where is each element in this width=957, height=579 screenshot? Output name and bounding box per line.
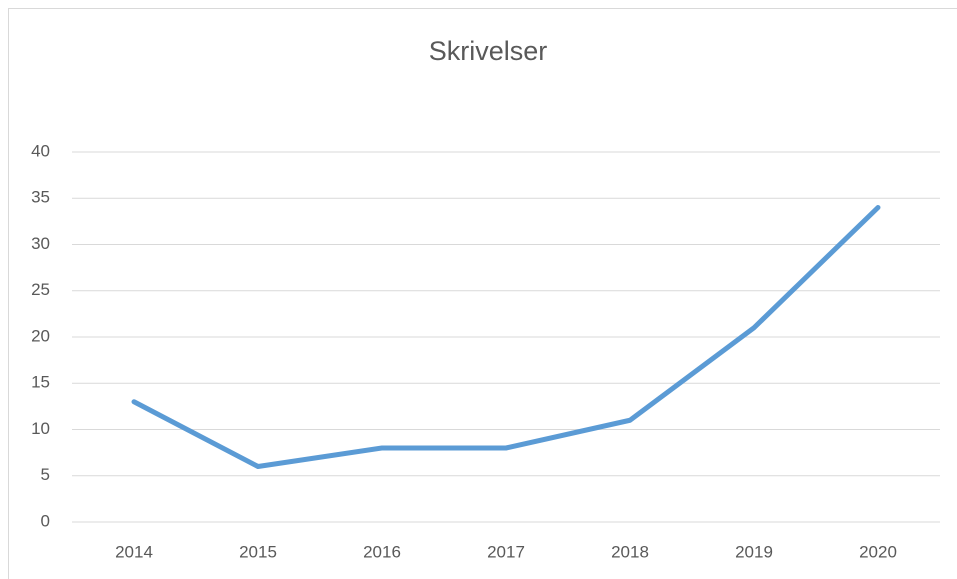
chart-title: Skrivelser — [429, 36, 548, 66]
y-tick-label: 25 — [31, 280, 50, 299]
x-tick-label: 2018 — [611, 542, 649, 561]
data-line — [131, 205, 881, 469]
x-tick-label: 2020 — [859, 542, 897, 561]
y-tick-label: 0 — [41, 511, 50, 530]
y-tick-label: 10 — [31, 419, 50, 438]
y-tick-label: 30 — [31, 234, 50, 253]
y-tick-label: 15 — [31, 373, 50, 392]
y-tick-label: 5 — [41, 465, 50, 484]
chart-border — [8, 8, 957, 579]
x-tick-label: 2017 — [487, 542, 525, 561]
x-tick-label: 2015 — [239, 542, 277, 561]
y-tick-label: 40 — [31, 141, 50, 160]
x-tick-label: 2014 — [115, 542, 153, 561]
y-tick-label: 20 — [31, 326, 50, 345]
x-tick-label: 2016 — [363, 542, 401, 561]
x-tick-label: 2019 — [735, 542, 773, 561]
y-tick-label: 35 — [31, 188, 50, 207]
